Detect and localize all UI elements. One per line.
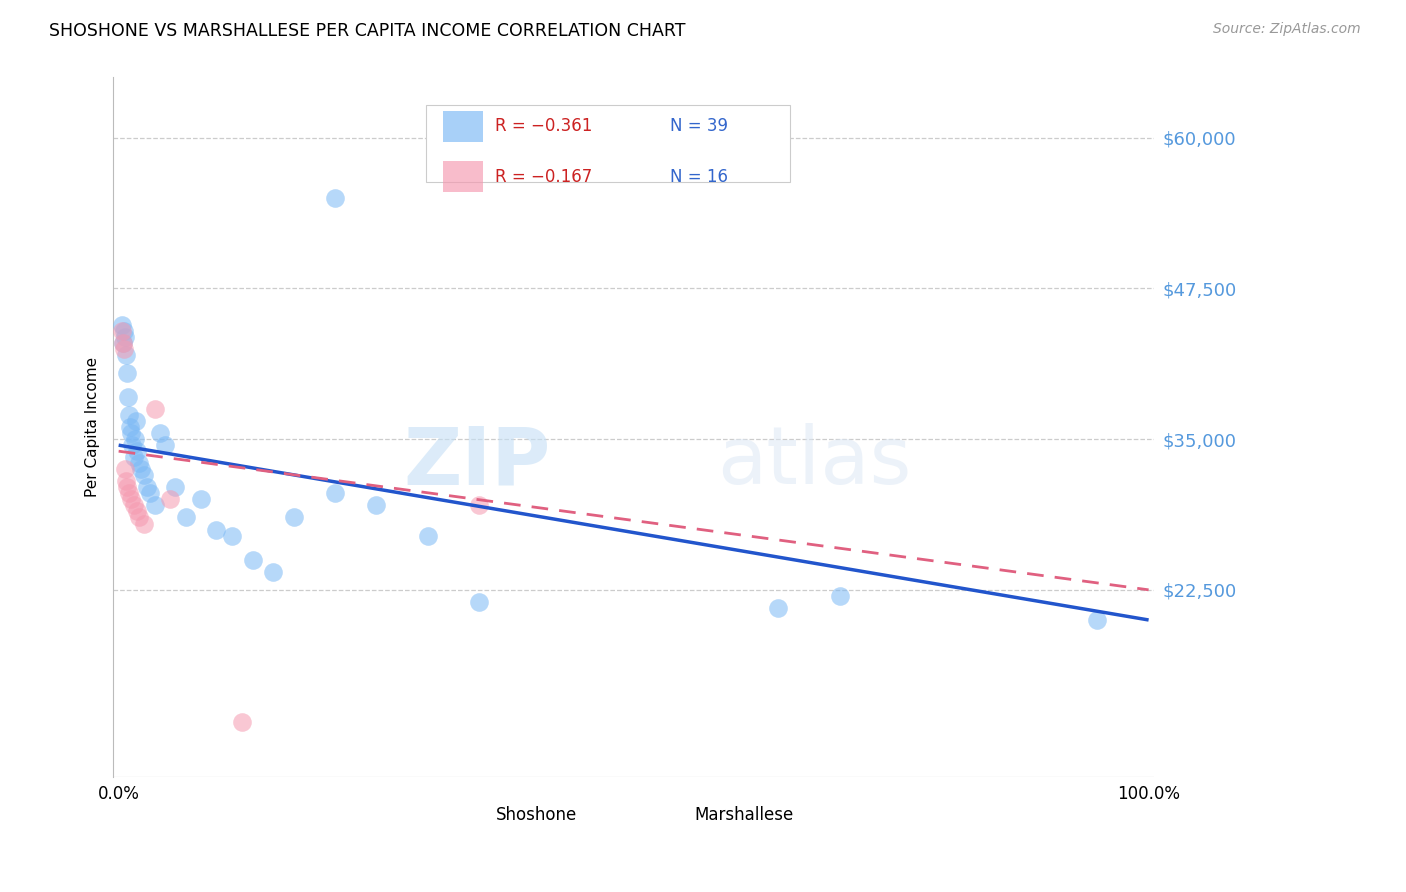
Point: [366, 499, 388, 513]
Point: [117, 390, 139, 404]
Text: SHOSHONE VS MARSHALLESE PER CAPITA INCOME CORRELATION CHART: SHOSHONE VS MARSHALLESE PER CAPITA INCOM…: [49, 22, 686, 40]
Point: [190, 492, 212, 507]
Point: [115, 480, 138, 494]
Point: [128, 510, 150, 524]
Point: [125, 414, 148, 428]
Point: [134, 516, 156, 531]
Point: [114, 462, 136, 476]
Point: [115, 348, 138, 362]
Text: R = −0.361: R = −0.361: [495, 118, 593, 136]
Point: [416, 528, 439, 542]
Point: [766, 601, 789, 615]
Text: R = −0.167: R = −0.167: [495, 168, 592, 186]
Text: N = 39: N = 39: [671, 118, 728, 136]
Point: [165, 480, 187, 494]
Point: [111, 318, 134, 332]
Text: Shoshone: Shoshone: [496, 806, 578, 824]
FancyBboxPatch shape: [457, 803, 491, 828]
Point: [131, 462, 153, 476]
Point: [828, 589, 851, 603]
Point: [115, 366, 138, 380]
Text: Marshallese: Marshallese: [695, 806, 793, 824]
FancyBboxPatch shape: [426, 105, 790, 182]
Point: [112, 324, 135, 338]
Point: [134, 468, 156, 483]
FancyBboxPatch shape: [443, 161, 482, 192]
Point: [118, 486, 141, 500]
Point: [138, 486, 160, 500]
Point: [127, 504, 149, 518]
Point: [323, 191, 346, 205]
Point: [205, 523, 228, 537]
Point: [127, 444, 149, 458]
Point: [120, 426, 142, 441]
Y-axis label: Per Capita Income: Per Capita Income: [86, 357, 100, 497]
Text: ZIP: ZIP: [404, 423, 550, 501]
Point: [143, 402, 166, 417]
Point: [118, 420, 141, 434]
Text: atlas: atlas: [717, 423, 911, 501]
Point: [174, 510, 197, 524]
Point: [115, 475, 138, 489]
Point: [122, 450, 145, 465]
Point: [112, 342, 135, 356]
Point: [120, 492, 142, 507]
Text: Source: ZipAtlas.com: Source: ZipAtlas.com: [1213, 22, 1361, 37]
Point: [149, 426, 172, 441]
Point: [111, 324, 134, 338]
Point: [121, 438, 143, 452]
Point: [143, 499, 166, 513]
FancyBboxPatch shape: [443, 111, 482, 142]
Point: [262, 565, 284, 579]
Point: [468, 595, 491, 609]
Point: [159, 492, 181, 507]
FancyBboxPatch shape: [654, 803, 688, 828]
Point: [128, 456, 150, 470]
Point: [124, 432, 146, 446]
Point: [122, 499, 145, 513]
Point: [221, 528, 243, 542]
Point: [468, 499, 491, 513]
Point: [114, 329, 136, 343]
Point: [323, 486, 346, 500]
Point: [111, 335, 134, 350]
Point: [118, 408, 141, 422]
Point: [242, 552, 264, 566]
Point: [1085, 613, 1108, 627]
Point: [283, 510, 305, 524]
Text: N = 16: N = 16: [671, 168, 728, 186]
Point: [153, 438, 176, 452]
Point: [231, 715, 253, 730]
Point: [136, 480, 159, 494]
Point: [111, 335, 134, 350]
